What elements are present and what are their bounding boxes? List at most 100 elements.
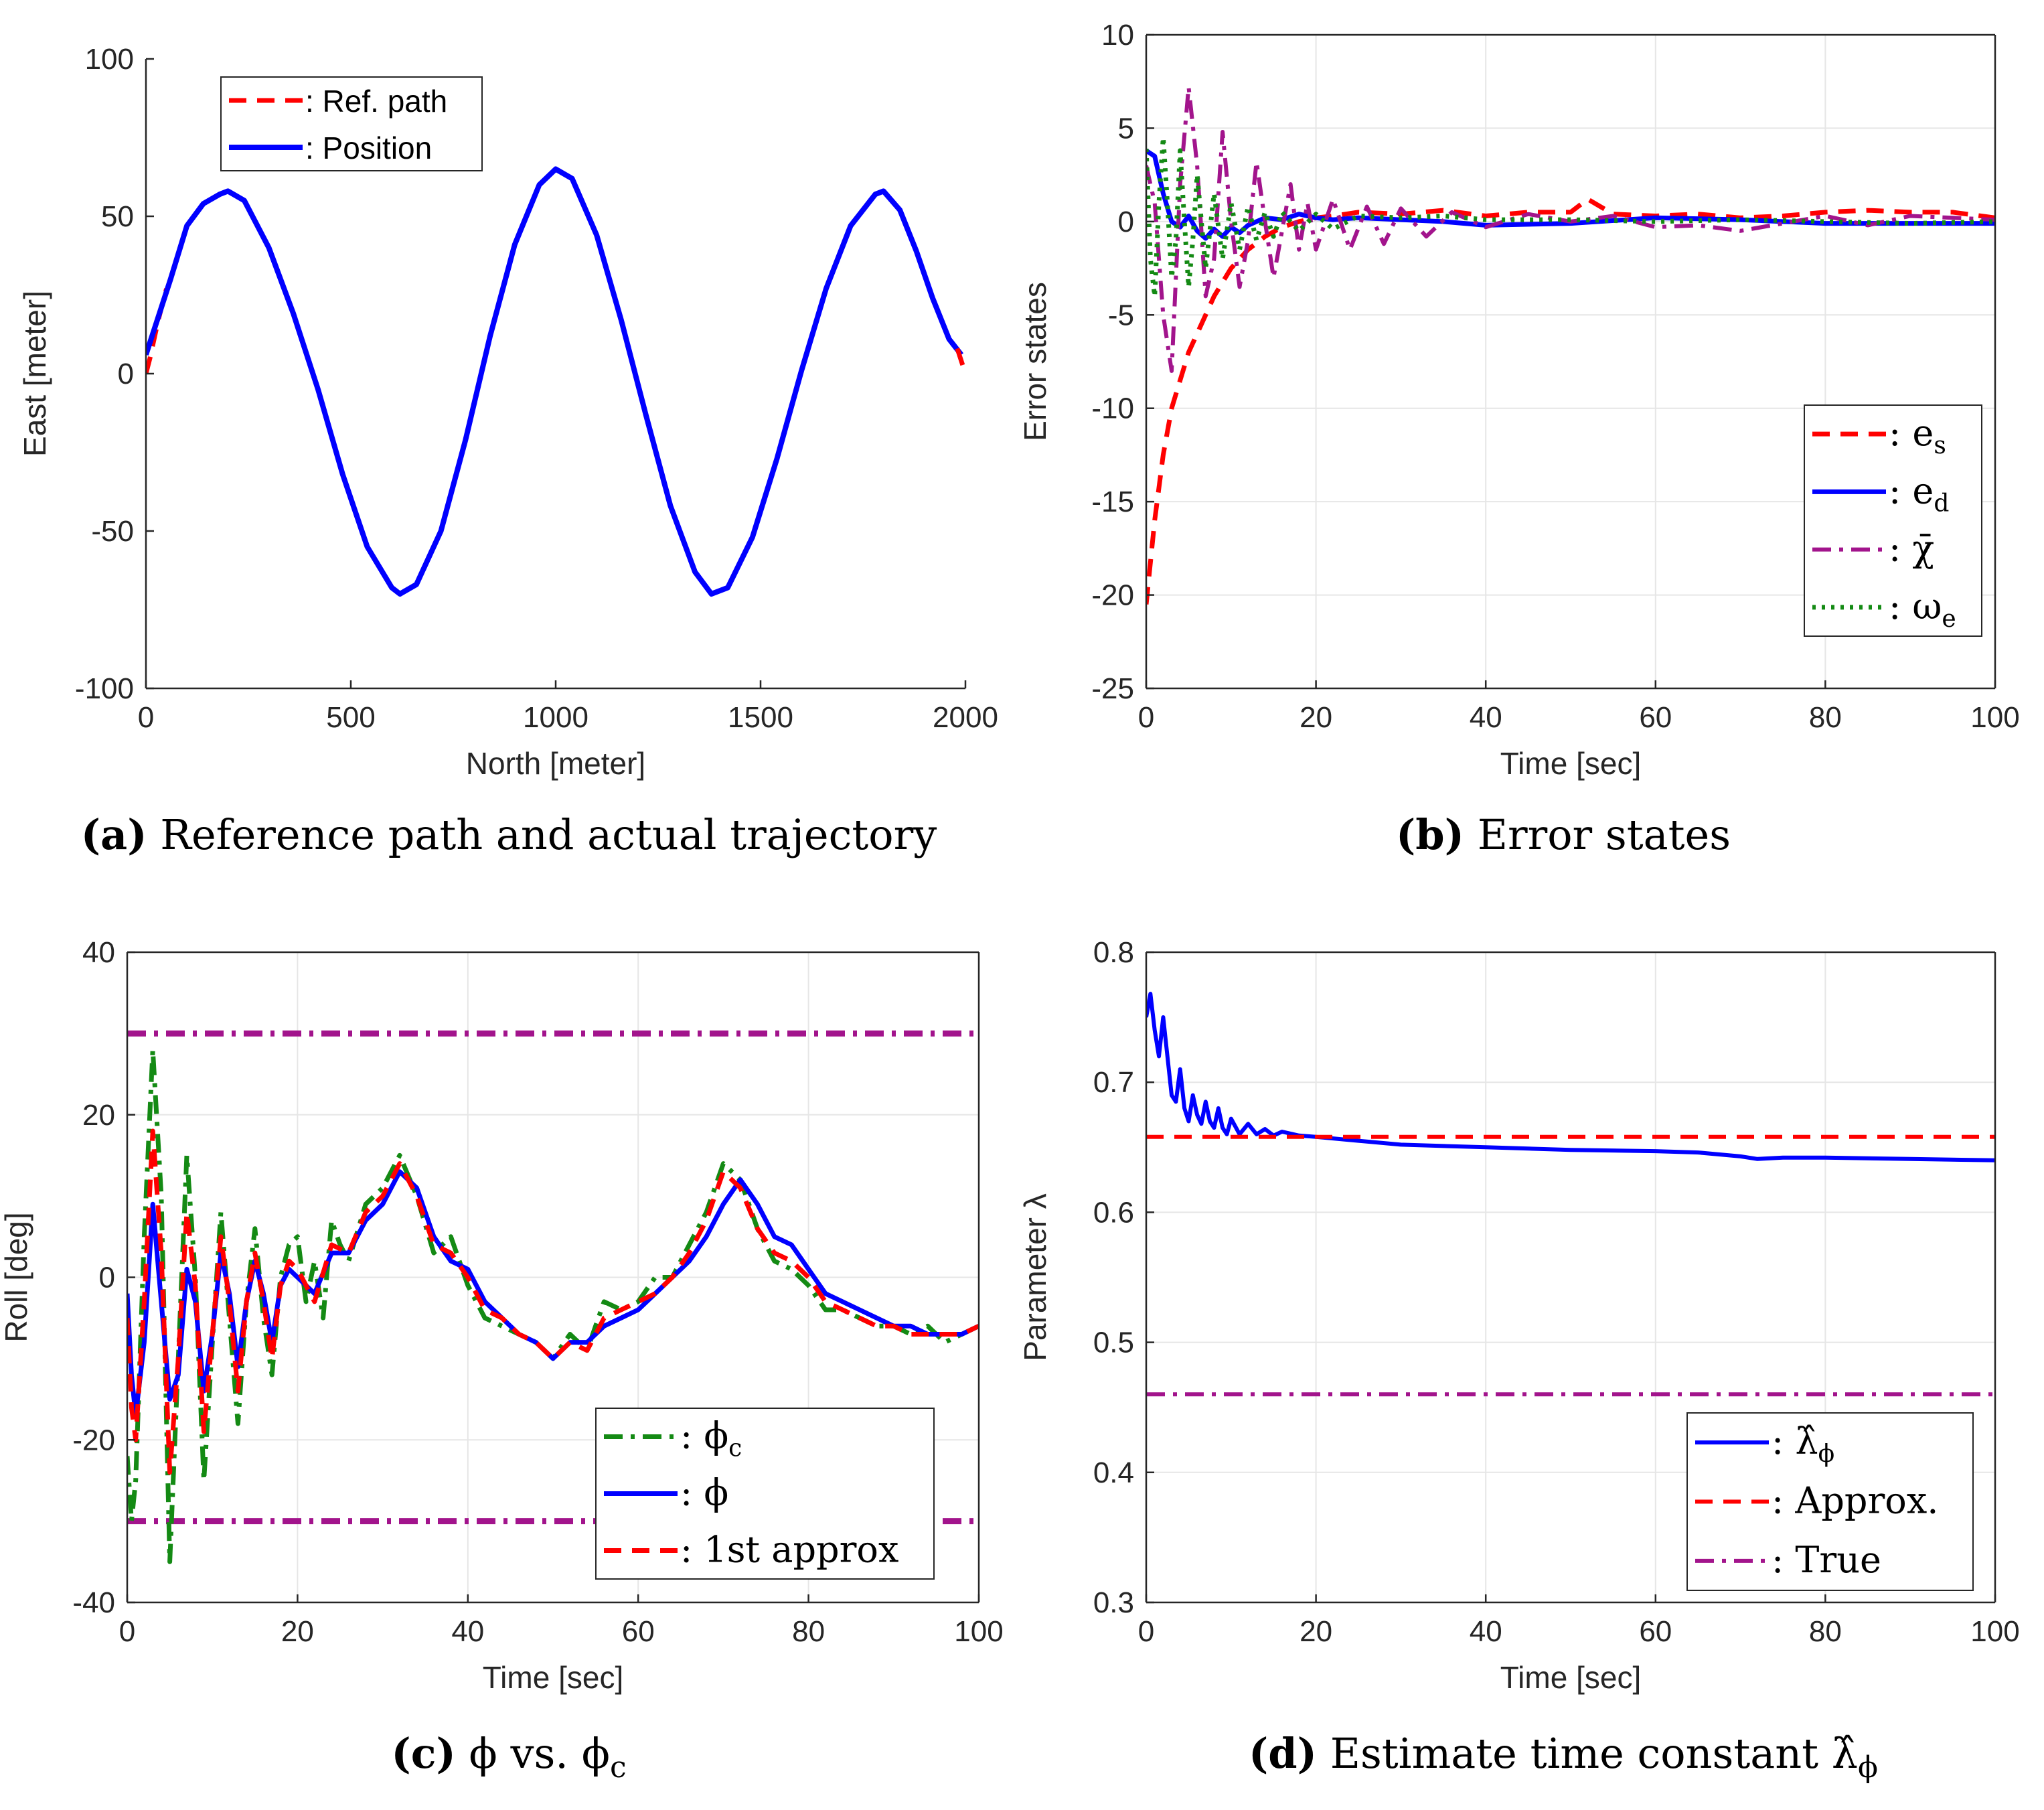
x-tick-label: 40 — [451, 1615, 484, 1648]
caption-letter: (a) — [81, 810, 147, 859]
plot-area — [1146, 992, 1995, 1397]
y-tick-label: -20 — [1091, 579, 1134, 612]
legend-box — [220, 76, 483, 171]
y-tick-label: 0.5 — [1093, 1327, 1134, 1359]
caption-text: Error states — [1464, 810, 1731, 859]
x-tick-label: 100 — [954, 1615, 1003, 1648]
x-tick-label: 0 — [138, 701, 154, 734]
y-tick-label: -10 — [1091, 392, 1134, 425]
legend-label-subscript: s — [1934, 432, 1946, 459]
caption-subscript: c — [610, 1750, 627, 1785]
y-tick-label: -40 — [72, 1586, 115, 1619]
x-axis-label: Time [sec] — [1500, 746, 1641, 781]
legend-label: : 1st approx — [680, 1529, 898, 1571]
y-tick-label: 0.8 — [1093, 936, 1134, 969]
y-tick-label: 5 — [1118, 112, 1134, 145]
legend-label-subscript: e — [1942, 605, 1956, 633]
y-axis-label: Roll [deg] — [0, 1212, 33, 1342]
y-axis-label: Error states — [1018, 282, 1052, 441]
chart-c: 0 20 40 60 80 100 -40 -20 0 20 40 Time [sec] Roll [d… — [0, 936, 1004, 1785]
legend: : λ̂ϕ: Approx.: True — [1686, 1412, 1974, 1591]
x-tick-label: 80 — [792, 1615, 825, 1648]
x-tick-label: 80 — [1809, 1615, 1842, 1648]
x-tick-label: 0 — [119, 1615, 135, 1648]
legend-label: : ed — [1889, 469, 1949, 517]
caption-letter: (c) — [391, 1729, 455, 1778]
x-tick-label: 0 — [1138, 1615, 1154, 1648]
legend-label-subscript: ϕ — [1818, 1440, 1835, 1468]
caption-text: Reference path and actual trajectory — [147, 810, 937, 859]
plot-area — [146, 166, 965, 597]
y-tick-label: 0.4 — [1093, 1456, 1134, 1489]
x-axis-label: Time [sec] — [1500, 1660, 1641, 1695]
y-tick-label: 10 — [1101, 19, 1134, 52]
series-line-phi — [127, 1169, 979, 1418]
legend: : Ref. path: Position — [220, 76, 483, 171]
x-tick-label: 60 — [1639, 701, 1672, 734]
legend-label-subscript: d — [1934, 489, 1949, 517]
caption: (b) Error states — [1396, 810, 1731, 859]
x-tick-label: 20 — [1300, 701, 1332, 734]
caption-letter: (b) — [1396, 810, 1464, 859]
y-tick-label: -100 — [75, 672, 134, 705]
x-tick-label: 500 — [326, 701, 375, 734]
y-tick-label: 40 — [82, 936, 115, 969]
caption: (d) Estimate time constant λ̂ϕ — [1249, 1729, 1878, 1785]
plot-area — [1146, 85, 1995, 605]
x-axis-label: Time [sec] — [483, 1660, 623, 1695]
legend-label: : Approx. — [1772, 1480, 1938, 1522]
legend-box — [1804, 404, 1982, 637]
caption-text: ϕ vs. ϕ — [456, 1729, 610, 1778]
y-tick-label: -20 — [72, 1424, 115, 1456]
caption: (a) Reference path and actual trajectory — [81, 810, 937, 859]
x-tick-label: 1500 — [728, 701, 793, 734]
y-tick-label: 0 — [99, 1262, 115, 1294]
y-tick-label: 0.3 — [1093, 1586, 1134, 1619]
y-tick-label: 50 — [101, 200, 134, 233]
x-tick-label: 100 — [1970, 701, 2019, 734]
y-axis-label: East [meter] — [17, 291, 52, 457]
series-line-e-s — [1146, 196, 1995, 605]
y-tick-label: 100 — [85, 43, 134, 76]
y-tick-label: 0.7 — [1093, 1066, 1134, 1099]
series-line-omega-e — [1146, 135, 1995, 299]
legend-label-subscript: c — [728, 1435, 742, 1462]
legend: : es: ed: χ̄: ωe — [1804, 404, 1982, 637]
legend-label: : True — [1772, 1539, 1881, 1581]
series-line-1st-approx — [127, 1128, 979, 1475]
y-tick-label: -5 — [1108, 299, 1134, 331]
x-tick-label: 60 — [622, 1615, 655, 1648]
caption-subscript: ϕ — [1858, 1750, 1878, 1785]
y-tick-label: -50 — [91, 515, 134, 548]
chart-b: 0 20 40 60 80 100 -25 -20 -15 -10 -5 0 5 10 Time [sec]… — [1018, 19, 2020, 859]
y-tick-label: -25 — [1091, 672, 1134, 705]
legend-label: : χ̄ — [1889, 528, 1934, 570]
series-line-Position — [146, 166, 964, 597]
x-tick-label: 0 — [1138, 701, 1154, 734]
legend-label: : ϕ — [680, 1472, 728, 1514]
y-axis-label: Parameter λ — [1018, 1193, 1052, 1361]
caption-text: Estimate time constant λ̂ — [1317, 1729, 1858, 1778]
series-line-e-d — [1146, 148, 1995, 241]
x-tick-label: 100 — [1970, 1615, 2019, 1648]
series-line-Ref-path-end — [955, 348, 965, 375]
legend-label: : Position — [305, 131, 432, 165]
y-tick-label: 0 — [1118, 206, 1134, 238]
x-tick-label: 40 — [1470, 701, 1502, 734]
legend: : ϕc: ϕ: 1st approx — [595, 1408, 935, 1580]
x-tick-label: 80 — [1809, 701, 1842, 734]
x-tick-label: 20 — [281, 1615, 314, 1648]
caption: (c) ϕ vs. ϕc — [391, 1729, 626, 1785]
x-axis-label: North [meter] — [466, 746, 645, 781]
chart-a: 0 500 1000 1500 2000 -100 -50 0 50 100 North [mete… — [17, 43, 998, 859]
x-tick-label: 40 — [1470, 1615, 1502, 1648]
x-tick-label: 1000 — [523, 701, 588, 734]
y-tick-label: 20 — [82, 1099, 115, 1132]
y-tick-label: 0.6 — [1093, 1196, 1134, 1229]
x-tick-label: 20 — [1300, 1615, 1332, 1648]
series-line-chi-bar — [1146, 85, 1995, 373]
x-tick-label: 2000 — [933, 701, 998, 734]
y-tick-label: 0 — [118, 358, 134, 390]
y-tick-label: -15 — [1091, 485, 1134, 518]
